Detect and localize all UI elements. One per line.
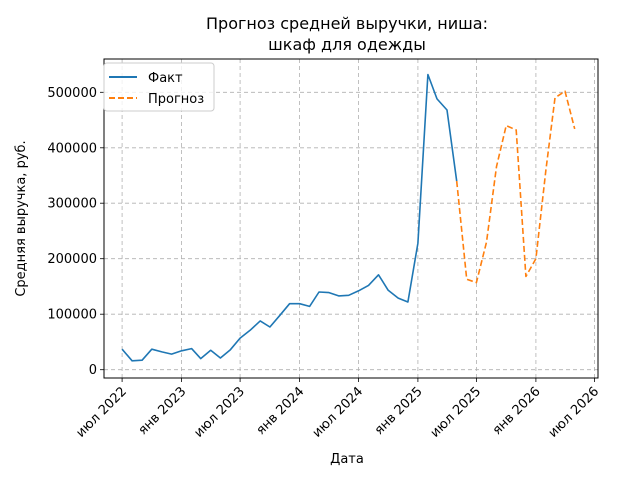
series-line-forecast (455, 90, 576, 284)
y-tick-label: 400000 (47, 141, 97, 156)
chart-title-line2: шкаф для одежды (268, 35, 426, 54)
y-tick-label: 0 (89, 363, 97, 378)
y-tick-label: 500000 (47, 86, 97, 101)
chart-title-line1: Прогноз средней выручки, ниша: (206, 14, 488, 33)
legend: Факт Прогноз (103, 62, 215, 112)
plot-area-frame (103, 58, 599, 379)
y-tick-label: 200000 (47, 252, 97, 267)
series-lines (121, 73, 576, 362)
series-line-fact (121, 73, 458, 362)
legend-label-fact: Факт (148, 71, 183, 86)
y-tick-label: 100000 (47, 308, 97, 323)
y-axis-label: Средняя выручка, руб. (14, 140, 29, 296)
y-tick-label: 300000 (47, 197, 97, 212)
y-axis-ticks: 0 100000 200000 300000 400000 500000 (47, 86, 104, 378)
grid (104, 59, 598, 378)
x-axis-label: Дата (330, 452, 364, 467)
legend-label-forecast: Прогноз (148, 92, 204, 107)
